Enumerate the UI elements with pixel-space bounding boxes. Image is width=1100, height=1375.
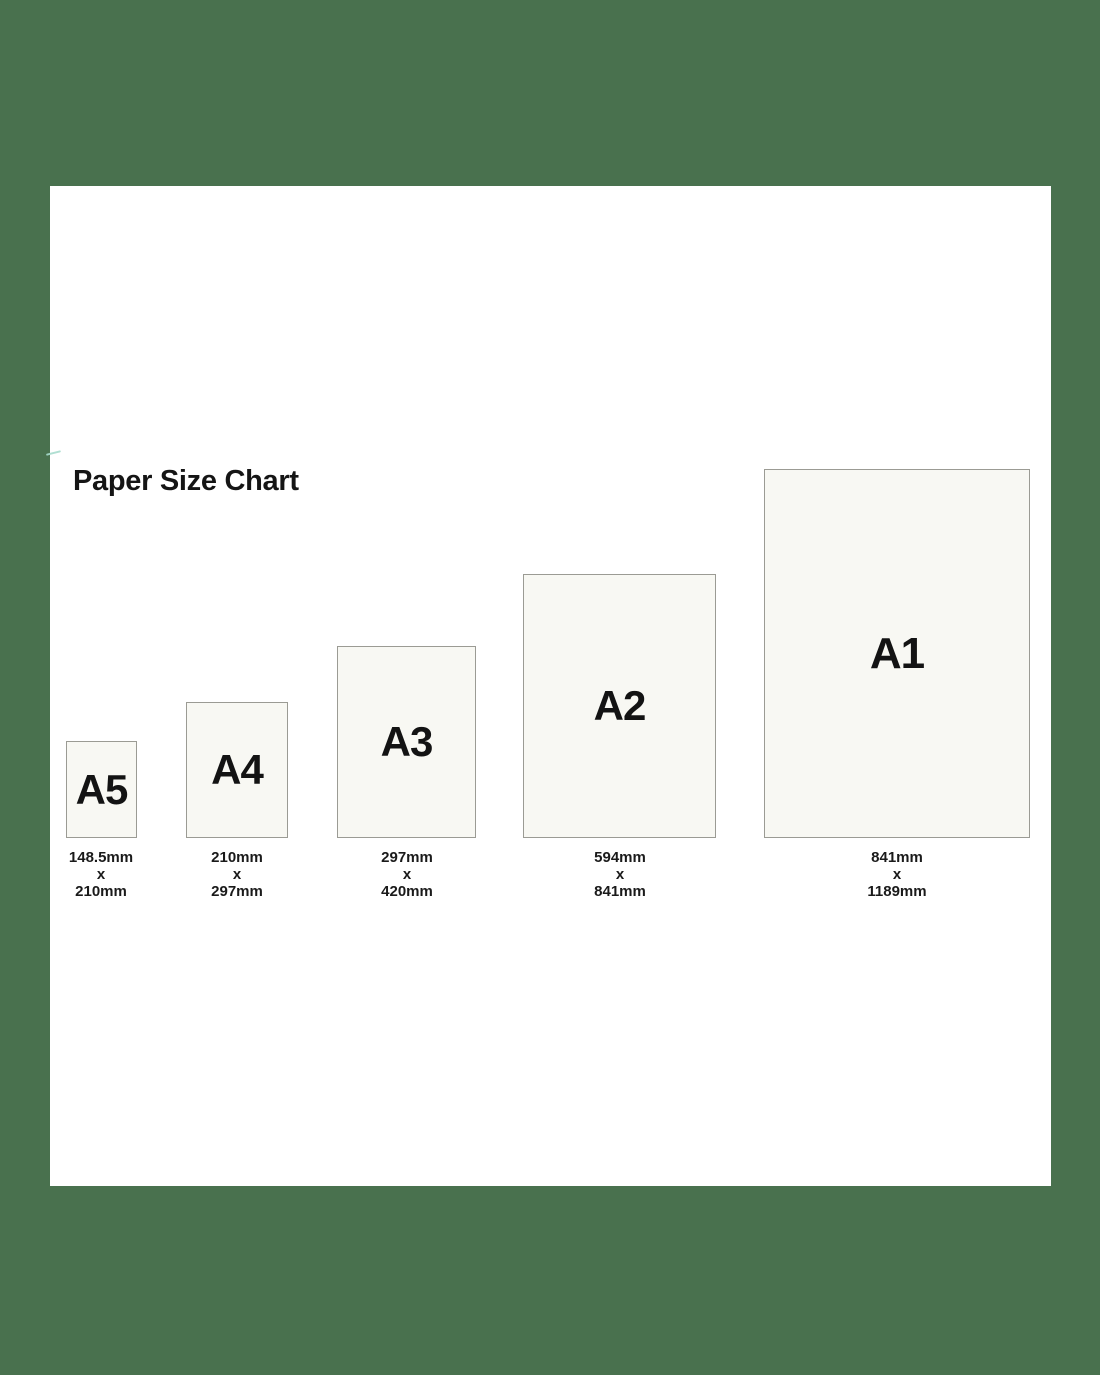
paper-a4-label: A4 bbox=[211, 746, 264, 793]
dimension-height: 210mm bbox=[75, 883, 127, 900]
teal-artifact-mark bbox=[45, 450, 62, 456]
dimension-height: 841mm bbox=[594, 883, 646, 900]
paper-a3: A3 bbox=[337, 646, 476, 838]
paper-a2-dimensions: 594mm x 841mm bbox=[540, 849, 700, 900]
paper-a5: A5 bbox=[66, 741, 137, 838]
paper-a1-dimensions: 841mm x 1189mm bbox=[817, 849, 977, 900]
paper-a5-dimensions: 148.5mm x 210mm bbox=[21, 849, 181, 900]
dimension-width: 297mm bbox=[381, 849, 433, 866]
dimension-width: 148.5mm bbox=[68, 849, 134, 866]
dimension-width: 210mm bbox=[211, 849, 263, 866]
dimension-separator: x bbox=[892, 866, 902, 883]
paper-a1-label: A1 bbox=[869, 628, 925, 678]
dimension-height: 420mm bbox=[381, 883, 433, 900]
paper-a5-label: A5 bbox=[75, 765, 129, 813]
paper-a4: A4 bbox=[186, 702, 288, 838]
dimension-separator: x bbox=[232, 866, 242, 883]
paper-a1: A1 bbox=[764, 469, 1030, 838]
paper-a2-label: A2 bbox=[593, 682, 647, 729]
paper-a4-dimensions: 210mm x 297mm bbox=[157, 849, 317, 900]
dimension-separator: x bbox=[96, 866, 106, 883]
paper-a3-dimensions: 297mm x 420mm bbox=[327, 849, 487, 900]
dimension-separator: x bbox=[615, 866, 625, 883]
dimension-width: 594mm bbox=[594, 849, 646, 866]
dimension-width: 841mm bbox=[871, 849, 923, 866]
dimension-height: 1189mm bbox=[867, 883, 927, 900]
dimension-height: 297mm bbox=[211, 883, 263, 900]
dimension-separator: x bbox=[402, 866, 412, 883]
paper-a2: A2 bbox=[523, 574, 716, 838]
paper-a3-label: A3 bbox=[380, 718, 434, 765]
page-title: Paper Size Chart bbox=[73, 465, 299, 497]
chart-card: Paper Size Chart A5 A4 A3 A2 A1 148.5mm … bbox=[45, 186, 1051, 1186]
